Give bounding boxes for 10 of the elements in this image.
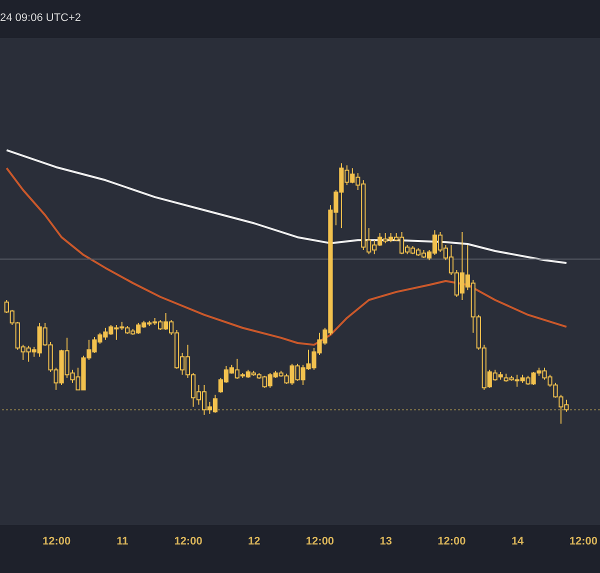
x-tick-label: 12:00 xyxy=(569,536,598,548)
x-tick-label: 12:00 xyxy=(42,536,71,548)
x-tick-label: 13 xyxy=(380,536,392,548)
x-tick-label: 12:00 xyxy=(174,536,202,548)
x-tick-label: 11 xyxy=(116,536,128,548)
x-tick-label: 12 xyxy=(248,536,260,548)
x-tick-label: 12:00 xyxy=(438,536,466,548)
x-tick-label: 14 xyxy=(511,536,525,548)
text: 24 09:06 UTC+2 xyxy=(0,12,82,24)
x-tick-label: 12:00 xyxy=(306,536,334,548)
